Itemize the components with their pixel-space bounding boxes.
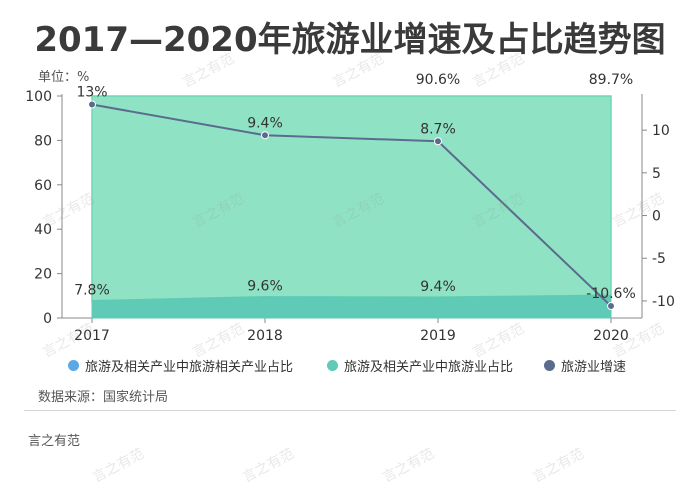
legend-dot-growth (544, 360, 555, 371)
chart-svg: 0 20 40 60 80 100 -10 -5 0 5 10 2017 2018 2019 2020 7.8… (25, 72, 675, 344)
point-growth (434, 137, 442, 146)
data-label-tourism: 90.6% (416, 72, 460, 88)
point-growth (607, 302, 615, 311)
y-left-tick-label: 20 (34, 267, 52, 283)
x-tick-label: 2017 (74, 328, 110, 344)
y-right-tick-label: -5 (652, 251, 666, 267)
y-left-tick-label: 60 (34, 178, 52, 194)
legend-label-growth: 旅游业增速 (561, 360, 627, 375)
y-right-tick-label: -10 (652, 294, 675, 310)
legend-dot-related (68, 360, 79, 371)
y-left-tick-label: 0 (43, 311, 52, 327)
legend-item-tourism-share[interactable]: 旅游及相关产业中旅游业占比 (327, 356, 513, 375)
data-label-tourism: 89.7% (589, 72, 633, 88)
divider (24, 410, 676, 411)
data-label-related: 9.6% (247, 279, 283, 295)
data-label-growth: -10.6% (586, 286, 636, 302)
watermark-text: 言之有范 (379, 445, 437, 487)
legend-dot-tourism (327, 360, 338, 371)
x-tick-label: 2018 (247, 328, 283, 344)
x-tick-label: 2019 (420, 328, 456, 344)
watermark-text: 言之有范 (89, 445, 147, 487)
y-left-tick-label: 80 (34, 133, 52, 149)
unit-label: 单位：% (38, 70, 90, 85)
data-label-related: 9.4% (420, 279, 456, 295)
point-growth (261, 131, 269, 140)
data-label-growth: 13% (76, 85, 107, 101)
legend-label-tourism: 旅游及相关产业中旅游业占比 (344, 360, 514, 375)
legend-label-related: 旅游及相关产业中旅游相关产业占比 (85, 360, 294, 375)
legend-item-related-share[interactable]: 旅游及相关产业中旅游相关产业占比 (68, 356, 293, 375)
y-right-tick-label: 5 (652, 166, 661, 182)
y-right-tick-label: 0 (652, 209, 661, 225)
area-tourism-share (91, 95, 612, 302)
legend-item-growth[interactable]: 旅游业增速 (544, 356, 626, 375)
data-label-growth: 8.7% (420, 121, 456, 137)
data-label-related: 7.8% (74, 283, 110, 299)
y-left-tick-label: 40 (34, 222, 52, 238)
area-related-share (91, 294, 612, 319)
y-right-tick-label: 10 (652, 123, 670, 139)
brand-label: 言之有范 (28, 434, 81, 449)
x-tick-label: 2020 (593, 328, 629, 344)
point-growth (88, 100, 96, 109)
chart-title: 2017—2020年旅游业增速及占比趋势图 (34, 20, 666, 60)
y-left-tick-label: 100 (25, 89, 52, 105)
watermark-text: 言之有范 (529, 445, 587, 487)
watermark-text: 言之有范 (239, 445, 297, 487)
line-growth (91, 103, 612, 307)
data-source: 数据来源：国家统计局 (38, 390, 169, 405)
data-label-growth: 9.4% (247, 115, 283, 131)
